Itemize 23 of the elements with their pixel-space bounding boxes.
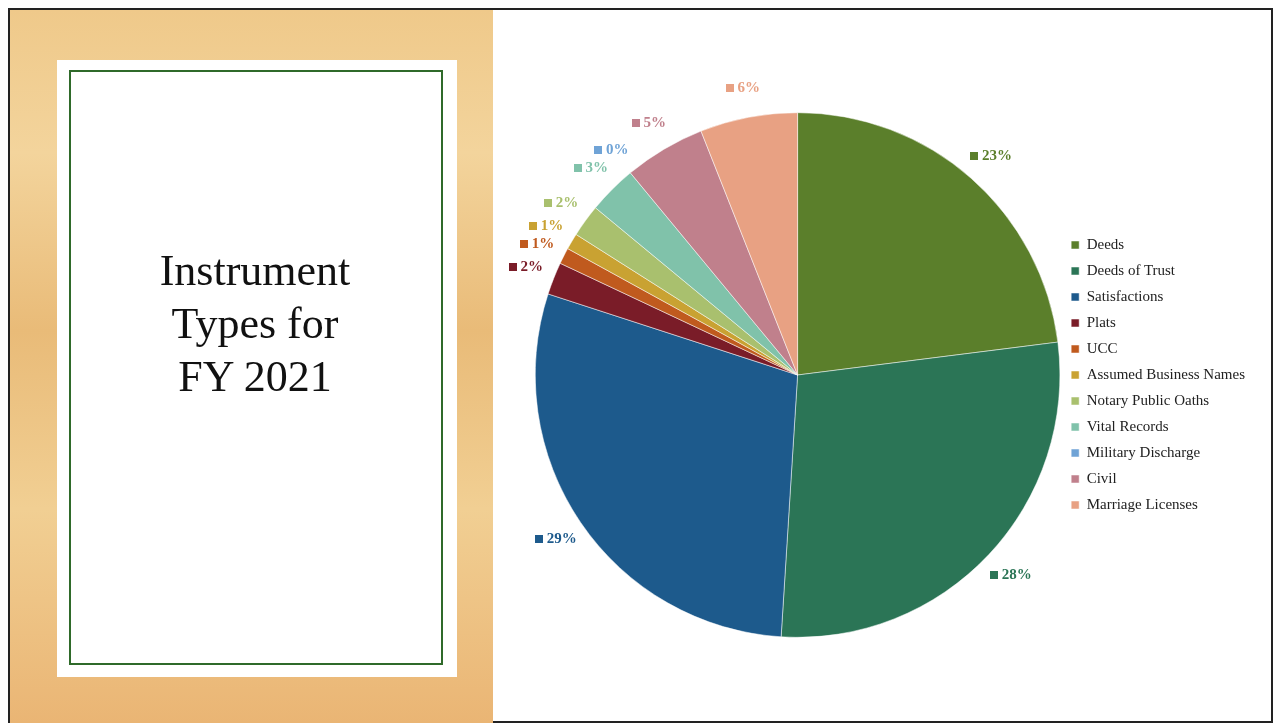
data-label: 1% xyxy=(531,235,555,252)
data-label: 1% xyxy=(540,217,564,234)
legend-label: Deeds xyxy=(1086,235,1125,252)
legend-label: Marriage Licenses xyxy=(1086,495,1199,512)
legend-label: Assumed Business Names xyxy=(1086,365,1246,382)
data-label: 6% xyxy=(737,78,761,95)
data-label: 5% xyxy=(643,114,667,131)
legend-label: Civil xyxy=(1086,469,1117,486)
data-label: 23% xyxy=(981,146,1012,163)
data-label: 3% xyxy=(585,159,609,176)
data-label: 28% xyxy=(1001,565,1032,582)
legend-label: Plats xyxy=(1086,313,1117,330)
legend-label: Satisfactions xyxy=(1086,287,1164,304)
legend-label: Notary Public Oaths xyxy=(1086,391,1210,408)
data-label: 2% xyxy=(555,194,579,211)
legend-label: Deeds of Trust xyxy=(1086,261,1176,278)
text: Instrument Types for FY 2021 xyxy=(158,245,352,403)
legend-label: Vital Records xyxy=(1086,417,1169,434)
text: 0% xyxy=(605,140,629,157)
data-label: 29% xyxy=(546,530,577,547)
data-label: 2% xyxy=(520,258,544,275)
legend-label: Military Discharge xyxy=(1086,443,1201,460)
legend-label: UCC xyxy=(1086,339,1118,356)
